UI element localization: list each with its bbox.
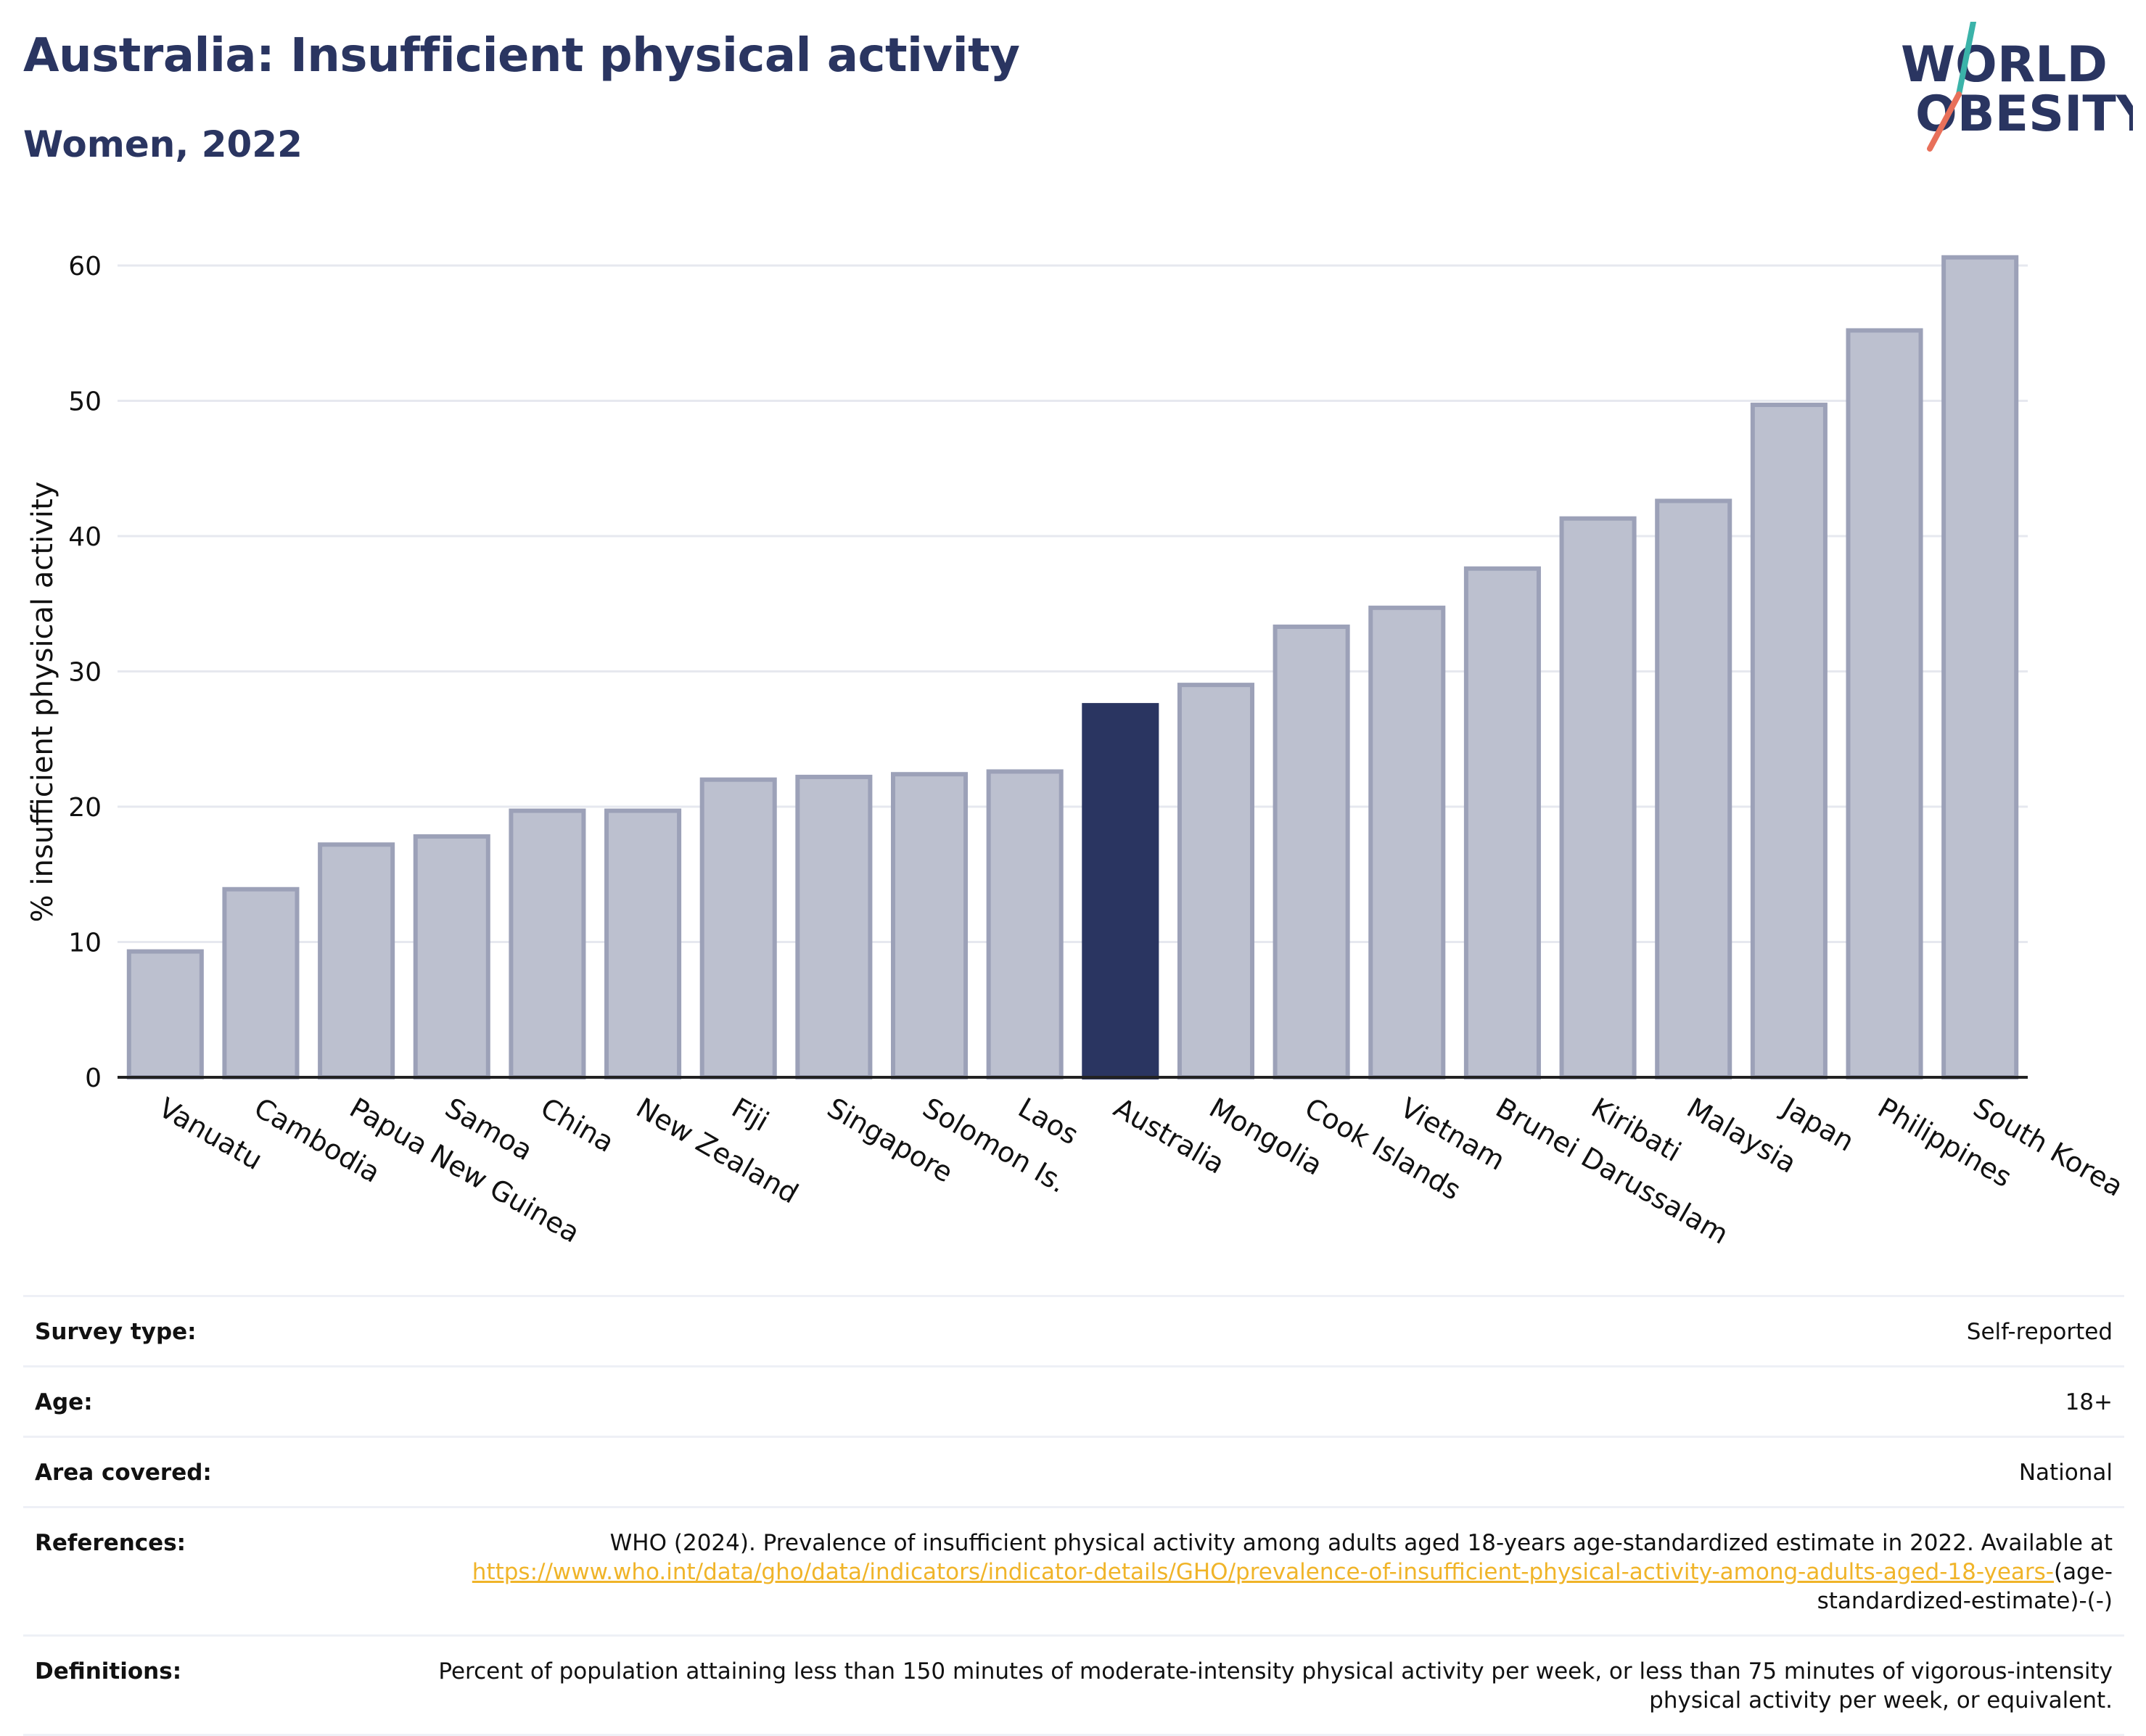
info-label: Age:	[35, 1389, 93, 1415]
reference-suffix: (age-standardized-estimate)-(-)	[1817, 1559, 2113, 1614]
info-value: Percent of population attaining less tha…	[438, 1658, 2113, 1714]
info-row-area-covered: Area covered: National	[23, 1438, 2124, 1508]
x-tick-label: Laos	[1013, 1092, 1084, 1151]
bar	[222, 886, 300, 1079]
bar	[318, 842, 395, 1079]
logo-slash-top	[1956, 22, 1976, 97]
bar	[795, 774, 873, 1079]
y-tick-label: 10	[68, 928, 102, 958]
reference-link[interactable]: https://www.who.int/data/gho/data/indica…	[472, 1559, 2054, 1585]
logo-line-1: WORLD	[1901, 36, 2108, 94]
logo-line-2: OBESITY	[1915, 86, 2133, 143]
bar	[126, 949, 204, 1079]
bar	[1655, 498, 1732, 1079]
x-tick-label: Vanuatu	[153, 1092, 268, 1176]
y-tick-labels: 0 10 20 30 40 50 60	[68, 252, 102, 1093]
info-row-references: References: WHO (2024). Prevalence of in…	[23, 1508, 2124, 1637]
bar	[604, 808, 682, 1079]
info-value: 18+	[2065, 1389, 2113, 1415]
bar	[413, 834, 490, 1079]
bar	[1177, 683, 1255, 1079]
x-tick-label: Fiji	[726, 1092, 774, 1138]
y-tick-label: 30	[68, 657, 102, 687]
bar	[509, 808, 586, 1079]
bar	[1750, 403, 1828, 1079]
info-row-age: Age: 18+	[23, 1367, 2124, 1438]
logo-slash-bottom	[1927, 91, 1962, 152]
y-tick-label: 20	[68, 793, 102, 823]
bar	[1273, 624, 1350, 1079]
info-row-definitions: Definitions: Percent of population attai…	[23, 1637, 2124, 1736]
bar	[1941, 255, 2019, 1079]
bar	[1559, 516, 1637, 1079]
bar	[890, 772, 969, 1079]
bar	[699, 777, 777, 1080]
info-label: Definitions:	[35, 1658, 182, 1684]
info-value: National	[2018, 1460, 2113, 1486]
info-value: WHO (2024). Prevalence of insufficient p…	[340, 1529, 2113, 1616]
y-tick-label: 40	[68, 522, 102, 552]
info-value: Self-reported	[1966, 1319, 2113, 1345]
x-tick-label: China	[535, 1092, 620, 1159]
info-label: References:	[35, 1530, 186, 1556]
chart-subtitle: Women, 2022	[23, 123, 303, 165]
y-tick-label: 0	[85, 1064, 102, 1093]
info-label: Area covered:	[35, 1460, 212, 1486]
y-tick-label: 50	[68, 387, 102, 416]
bar	[1846, 328, 1923, 1079]
info-label: Survey type:	[35, 1319, 197, 1345]
bar	[1463, 566, 1541, 1079]
world-obesity-logo: WORLD OBESITY	[1901, 22, 2133, 152]
chart-title: Australia: Insufficient physical activit…	[23, 29, 1020, 83]
bar	[986, 769, 1064, 1079]
reference-text: WHO (2024). Prevalence of insufficient p…	[609, 1530, 2113, 1556]
y-axis-label: % insufficient physical activity	[26, 482, 59, 923]
info-table: Survey type: Self-reported Age: 18+ Area…	[23, 1295, 2124, 1736]
bars	[126, 255, 2019, 1080]
x-tick-label: New Zealand	[631, 1092, 804, 1210]
x-tick-label: Malaysia	[1682, 1092, 1802, 1180]
bar-highlighted	[1082, 703, 1159, 1079]
info-row-survey-type: Survey type: Self-reported	[23, 1297, 2124, 1367]
y-tick-label: 60	[68, 252, 102, 281]
bar	[1368, 605, 1446, 1079]
grid-lines	[118, 264, 2028, 943]
